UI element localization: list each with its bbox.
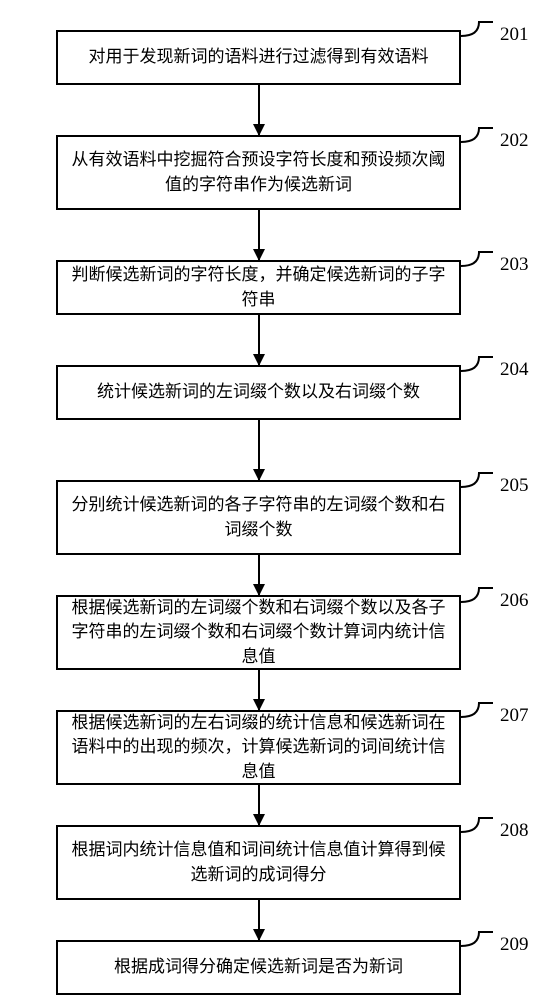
arrow-n8-n9 <box>258 900 260 940</box>
arrow-n6-n7 <box>258 670 260 710</box>
arrow-n5-n6 <box>258 555 260 595</box>
arrow-n4-n5 <box>258 420 260 480</box>
lead-line-n9 <box>0 0 555 1000</box>
arrow-n1-n2 <box>258 85 260 135</box>
arrow-n7-n8 <box>258 785 260 825</box>
step-label-n9: 209 <box>500 934 529 956</box>
arrow-n2-n3 <box>258 210 260 260</box>
arrow-n3-n4 <box>258 315 260 365</box>
flowchart-canvas: 对用于发现新词的语料进行过滤得到有效语料201从有效语料中挖掘符合预设字符长度和… <box>0 0 555 1000</box>
